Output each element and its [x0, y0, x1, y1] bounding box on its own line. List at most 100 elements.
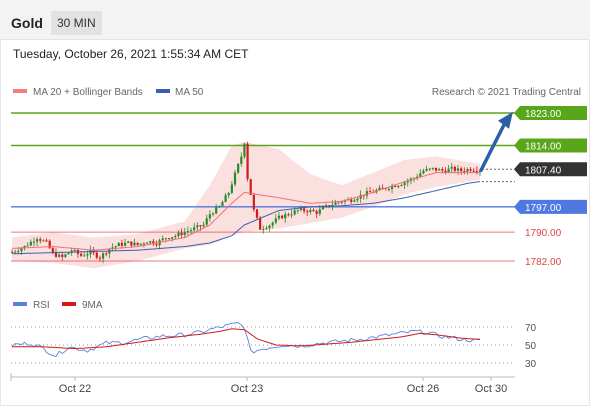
candle	[271, 221, 274, 229]
candle-body	[29, 241, 32, 246]
level-label-1797-00: 1797.00	[525, 203, 562, 214]
candle	[48, 239, 51, 249]
candle-body	[434, 167, 438, 171]
ma50-legend-swatch	[156, 89, 170, 93]
candle	[252, 192, 255, 213]
candle-body	[205, 218, 208, 225]
candle-body	[196, 225, 199, 228]
candle	[438, 167, 441, 171]
candle-body	[133, 242, 136, 246]
copyright-label: Research © 2021 Trading Central	[432, 87, 581, 98]
candle-body	[51, 248, 54, 253]
candle-body	[284, 214, 287, 219]
candle	[381, 184, 384, 189]
candle-body	[472, 170, 475, 172]
candle	[422, 168, 425, 175]
projection-arrow-shaft	[479, 123, 506, 173]
candle	[202, 221, 205, 229]
candle-body	[419, 173, 422, 177]
candle	[117, 241, 120, 247]
candle-body	[95, 252, 98, 258]
candle-body	[202, 224, 205, 227]
level-tag-box	[514, 106, 587, 120]
candle-body	[161, 238, 164, 241]
candle	[105, 251, 108, 257]
candle-body	[114, 246, 117, 248]
candle	[67, 252, 70, 255]
candle-body	[32, 241, 36, 243]
candle-body	[101, 253, 105, 259]
candle	[64, 253, 67, 258]
candle-body	[334, 202, 337, 205]
candle	[218, 205, 221, 209]
candle-body	[387, 188, 391, 190]
candle	[26, 242, 29, 247]
candle	[428, 168, 431, 172]
candle-body	[460, 168, 463, 172]
candle	[171, 237, 174, 242]
candle	[368, 186, 372, 193]
candle-body	[240, 156, 243, 164]
candle-body	[441, 169, 444, 171]
candle-body	[67, 252, 70, 255]
candle-body	[174, 235, 177, 238]
candle-body	[98, 257, 102, 259]
candle-body	[249, 179, 252, 195]
candle-body	[255, 209, 259, 218]
candle-body	[403, 182, 406, 186]
candle	[390, 183, 394, 194]
candle	[277, 211, 281, 221]
candle	[95, 251, 98, 260]
candle	[472, 168, 475, 173]
candle-body	[309, 210, 312, 213]
candle	[215, 204, 218, 215]
candle-body	[406, 180, 409, 183]
candle	[155, 240, 158, 248]
candle-body	[359, 194, 362, 199]
candle-body	[54, 252, 58, 257]
candle	[183, 227, 186, 239]
candle	[290, 210, 293, 218]
candle	[152, 238, 155, 246]
rsi-legend-label: RSI	[33, 300, 50, 311]
price-level-labels: 1823.00 1814.00 1807.40 1797.00 1790.00 1782.…	[514, 106, 587, 268]
timeframe-button[interactable]: 30 MIN	[51, 11, 102, 35]
candle	[469, 167, 472, 173]
candle-body	[211, 213, 215, 215]
level-tag: 1814.00	[514, 138, 587, 153]
level-label-1814-00: 1814.00	[525, 141, 562, 152]
candle-body	[365, 191, 369, 196]
candle-body	[390, 185, 394, 189]
candle	[397, 185, 400, 189]
level-tag-box	[514, 199, 587, 214]
candle	[127, 240, 130, 244]
candle	[466, 167, 469, 175]
candle	[262, 225, 265, 234]
level-label-1807-40: 1807.40	[525, 165, 562, 176]
candle	[45, 238, 48, 242]
level-tag: 1807.40	[514, 162, 587, 177]
candle-body	[287, 214, 290, 216]
candle-body	[171, 237, 174, 239]
candle-body	[130, 241, 133, 246]
candle-body	[271, 222, 274, 226]
candle	[416, 173, 419, 181]
candle	[180, 228, 183, 239]
x-tick-label: Oct 23	[231, 383, 263, 395]
candle-body	[61, 254, 64, 257]
ma50-line	[11, 181, 481, 255]
candle	[111, 243, 114, 252]
candle-body	[428, 168, 431, 170]
candle-body	[189, 230, 193, 232]
candle	[208, 210, 211, 222]
candle-body	[193, 227, 196, 231]
candle-body	[36, 239, 39, 242]
projection-arrow	[479, 111, 513, 173]
candle-body	[58, 254, 61, 257]
candle	[123, 238, 127, 247]
candle-body	[243, 143, 246, 157]
candle-body	[356, 198, 359, 201]
candle-body	[152, 241, 155, 245]
candle-body	[48, 240, 51, 249]
